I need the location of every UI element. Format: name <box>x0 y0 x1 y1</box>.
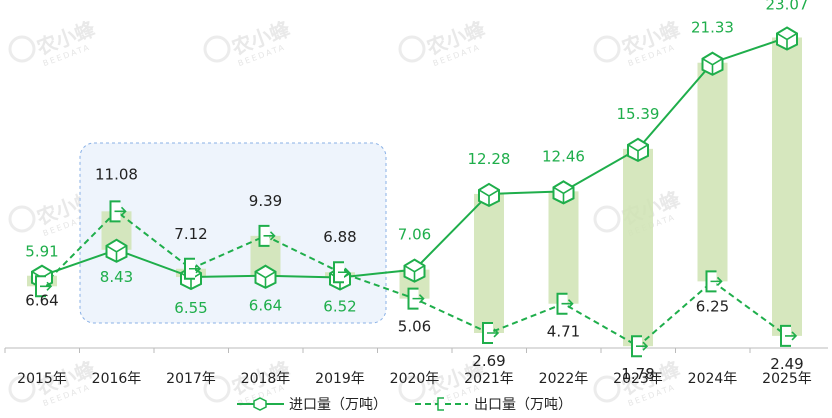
import-marker <box>403 258 426 283</box>
import-marker <box>478 182 500 208</box>
export-label: 6.25 <box>696 297 729 315</box>
export-marker <box>333 261 351 284</box>
import-label: 6.64 <box>249 297 282 315</box>
legend-import-label: 进口量（万吨） <box>289 397 387 413</box>
export-marker <box>705 270 723 293</box>
legend-import-marker <box>253 397 267 411</box>
export-marker <box>407 287 425 310</box>
import-marker <box>627 137 649 162</box>
export-label: 11.08 <box>95 165 138 183</box>
import-label: 23.07 <box>766 0 809 13</box>
x-tick-label: 2015年 <box>17 371 67 387</box>
export-label: 9.39 <box>249 192 282 210</box>
import-label: 12.46 <box>542 147 585 165</box>
x-tick-label: 2019年 <box>315 371 365 387</box>
legend-export-marker <box>437 397 444 411</box>
export-marker <box>482 321 500 344</box>
difference-bands <box>27 37 802 347</box>
x-tick-label: 2017年 <box>166 371 216 387</box>
x-tick-label: 2024年 <box>688 371 738 387</box>
export-label: 2.69 <box>472 352 505 370</box>
difference-band <box>697 62 728 282</box>
import-marker <box>552 180 575 205</box>
x-tick-label: 2025年 <box>762 371 812 387</box>
import-label: 21.33 <box>691 19 734 37</box>
highlight-box <box>79 142 387 324</box>
export-label: 5.91 <box>25 242 58 260</box>
import-label: 6.52 <box>323 297 356 315</box>
export-marker <box>556 292 574 315</box>
import-marker <box>776 26 798 51</box>
legend: 进口量（万吨） 出口量（万吨） <box>237 397 572 413</box>
x-tick-label: 2021年 <box>464 371 514 387</box>
import-marker <box>105 238 128 263</box>
difference-band <box>772 37 802 336</box>
x-axis-ticks: 2015年 2016年 2017年 2018年 2019年 2020年 2021年 2022年… <box>4 348 812 387</box>
x-tick-label: 2016年 <box>92 371 142 387</box>
x-tick-label: 2020年 <box>390 371 440 387</box>
x-tick-label: 2023年 <box>613 371 663 387</box>
difference-band <box>623 148 653 347</box>
export-label: 4.71 <box>547 323 580 341</box>
difference-band <box>548 191 579 304</box>
export-label: 2.49 <box>770 355 803 373</box>
export-label: 7.12 <box>174 225 207 243</box>
series-markers <box>31 26 798 358</box>
difference-band <box>474 193 504 333</box>
import-label: 6.55 <box>174 299 207 317</box>
legend-export-label: 出口量（万吨） <box>474 397 572 413</box>
export-label: 5.06 <box>398 318 431 336</box>
export-label: 6.88 <box>323 228 356 246</box>
import-label: 7.06 <box>398 226 431 244</box>
import-label: 8.43 <box>100 268 133 286</box>
export-marker <box>631 335 649 358</box>
export-marker <box>184 257 202 280</box>
import-label: 6.64 <box>25 292 58 310</box>
export-marker <box>35 275 53 298</box>
import-label: 15.39 <box>617 105 660 123</box>
import-marker <box>254 264 277 289</box>
export-marker <box>109 200 127 223</box>
import-label: 12.28 <box>468 150 511 168</box>
x-tick-label: 2022年 <box>539 371 589 387</box>
export-marker <box>780 324 798 347</box>
import-marker <box>701 51 724 76</box>
x-tick-label: 2018年 <box>241 371 291 387</box>
data-labels: 6.64 8.43 6.55 6.64 6.52 7.06 12.28 12.46 15.39 2… <box>25 0 808 383</box>
export-marker <box>258 224 276 247</box>
export-label: 1.78 <box>621 365 654 383</box>
